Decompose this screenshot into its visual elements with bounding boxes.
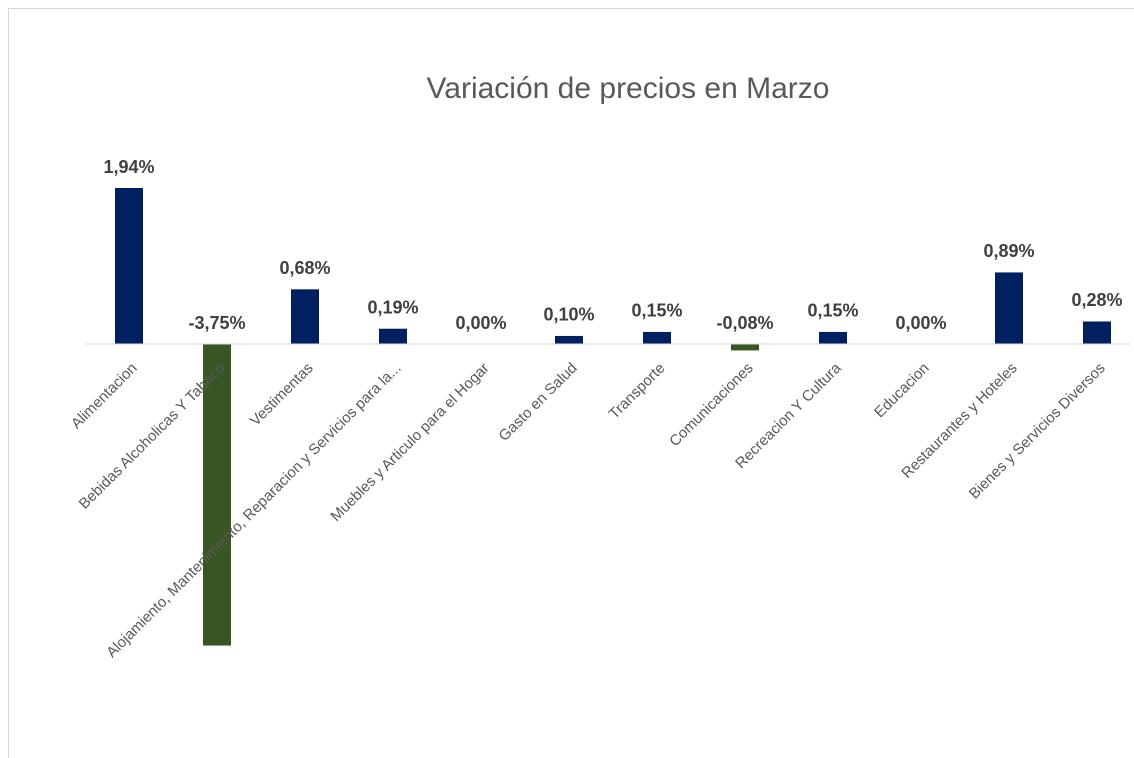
bar — [731, 344, 759, 351]
bar — [1083, 321, 1111, 344]
x-tick-label: Vestimentas — [247, 360, 317, 430]
data-label: 0,15% — [631, 301, 682, 321]
data-label: 0,15% — [807, 301, 858, 321]
bar — [115, 188, 143, 344]
x-tick-label: Alojamiento, Mantenimiento, Reparacion y… — [103, 360, 404, 661]
data-label: 0,00% — [455, 313, 506, 333]
chart-title: Variación de precios en Marzo — [427, 72, 830, 105]
bar — [291, 289, 319, 344]
bar — [555, 335, 583, 344]
data-label: 0,19% — [367, 297, 418, 317]
data-label: 0,89% — [983, 241, 1034, 261]
data-label: 1,94% — [103, 157, 154, 177]
data-label: 0,68% — [279, 258, 330, 278]
chart-border — [8, 8, 1134, 758]
x-tick-label: Comunicaciones — [666, 360, 756, 450]
x-tick-label: Transporte — [606, 360, 669, 423]
data-label: 0,10% — [543, 305, 594, 325]
data-label: -3,75% — [188, 313, 245, 333]
x-tick-label: Gasto en Salud — [495, 360, 580, 445]
data-label: -0,08% — [716, 313, 773, 333]
x-tick-label: Muebles y Articulo para el Hogar — [327, 360, 492, 525]
bar — [995, 272, 1023, 344]
bar — [379, 328, 407, 344]
data-label: 0,28% — [1071, 290, 1122, 310]
x-tick-label: Educacion — [871, 360, 933, 422]
data-label: 0,00% — [895, 313, 946, 333]
bar — [819, 331, 847, 344]
bar — [203, 344, 231, 646]
bar — [643, 331, 671, 344]
x-tick-label: Alimentacion — [68, 360, 141, 433]
